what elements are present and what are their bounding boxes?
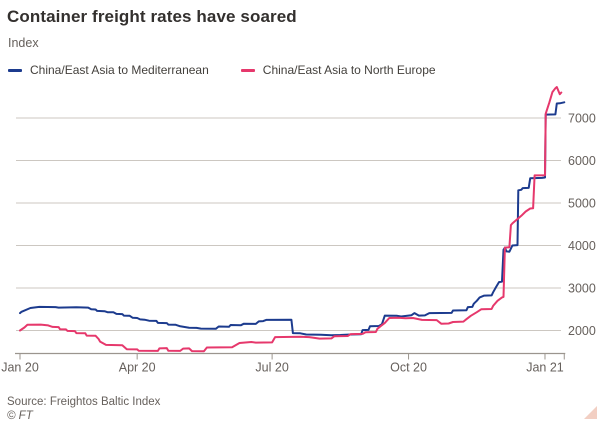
y-tick-label: 4000 <box>568 239 596 253</box>
corner-triangle-icon <box>584 406 597 419</box>
y-tick-label: 2000 <box>568 324 596 338</box>
x-tick-label: Oct 20 <box>390 361 427 375</box>
x-tick-label: Jan 20 <box>1 361 39 375</box>
source-note: Source: Freightos Baltic Index <box>7 396 161 408</box>
y-tick-label: 6000 <box>568 154 596 168</box>
legend-item-mediterranean: China/East Asia to Mediterranean <box>8 63 209 77</box>
chart-subtitle: Index <box>8 36 39 50</box>
x-tick-label: Jul 20 <box>255 361 288 375</box>
y-tick-label: 3000 <box>568 282 596 296</box>
y-tick-label: 5000 <box>568 197 596 211</box>
x-tick-label: Jan 21 <box>526 361 564 375</box>
legend-label-mediterranean: China/East Asia to Mediterranean <box>30 63 209 77</box>
y-tick-label: 7000 <box>568 112 596 126</box>
series-line-north-europe <box>19 86 563 353</box>
legend-item-north-europe: China/East Asia to North Europe <box>240 63 436 77</box>
legend-swatch-mediterranean-icon <box>8 68 22 72</box>
x-tick-label: Apr 20 <box>119 361 156 375</box>
legend-swatch-north-europe-icon <box>240 68 255 72</box>
legend-label-north-europe: China/East Asia to North Europe <box>262 63 436 77</box>
chart-title: Container freight rates have soared <box>7 7 297 26</box>
chart-legend: China/East Asia to Mediterranean China/E… <box>8 63 436 77</box>
series-line-mediterranean <box>19 101 566 337</box>
ft-copyright: © FT <box>7 410 33 422</box>
